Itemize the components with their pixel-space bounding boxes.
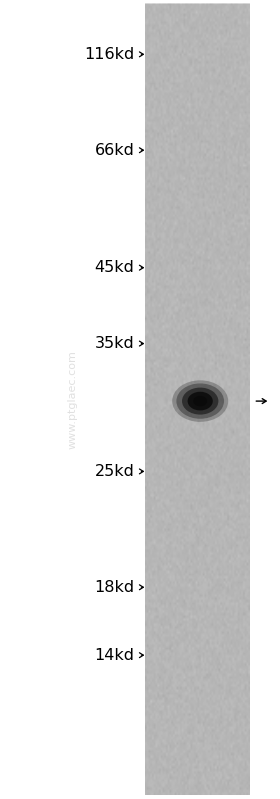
Ellipse shape (176, 384, 224, 419)
Text: 45kd: 45kd (95, 260, 134, 275)
Text: 116kd: 116kd (84, 47, 134, 62)
Text: 66kd: 66kd (95, 143, 134, 157)
Ellipse shape (182, 388, 218, 415)
Ellipse shape (193, 396, 207, 406)
Text: 35kd: 35kd (95, 336, 134, 351)
Text: 18kd: 18kd (94, 580, 134, 594)
Bar (145, 4, 250, 795)
Ellipse shape (188, 392, 213, 411)
Text: 14kd: 14kd (94, 648, 134, 662)
Text: 25kd: 25kd (95, 464, 134, 479)
Text: www.ptglaec.com: www.ptglaec.com (68, 350, 78, 449)
Ellipse shape (172, 380, 228, 422)
